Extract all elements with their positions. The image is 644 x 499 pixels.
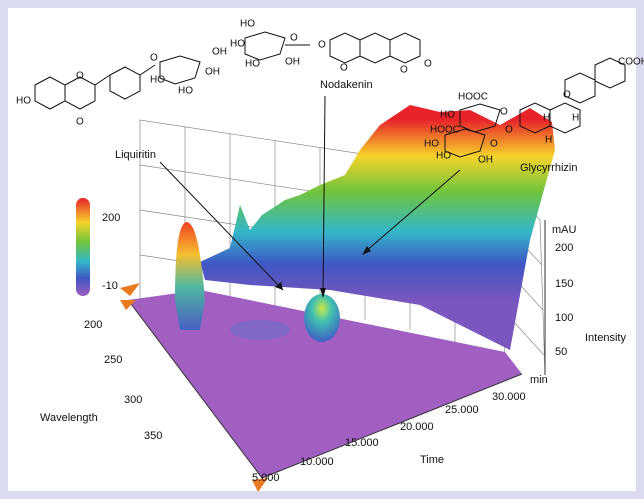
atom: OH — [285, 57, 300, 68]
tick-label: 250 — [104, 354, 122, 366]
tick-label: 50 — [555, 346, 567, 358]
atom: O — [290, 33, 298, 44]
atom: O — [563, 90, 571, 101]
atom: HO — [230, 39, 245, 50]
tick-label: 15.000 — [345, 437, 379, 449]
atom: O — [76, 117, 84, 128]
tick-label: 20.000 — [400, 421, 434, 433]
atom: HOOC — [430, 125, 460, 136]
atom: O — [340, 63, 348, 74]
compound-label: Glycyrrhizin — [520, 162, 577, 174]
atom: O — [490, 139, 498, 150]
axis-unit: min — [530, 374, 548, 386]
atom: HO — [240, 19, 255, 30]
color-bar-label: 200 — [102, 212, 120, 224]
atom: H — [543, 113, 550, 124]
tick-label: 200 — [555, 242, 573, 254]
atom: HO — [16, 96, 31, 107]
atom: HOOC — [458, 92, 488, 103]
atom: O — [500, 107, 508, 118]
peak — [304, 294, 340, 342]
axis-title: Time — [420, 454, 444, 466]
atom: HO — [440, 110, 455, 121]
atom: OH — [212, 47, 227, 58]
color-bar — [76, 198, 90, 296]
color-bar-label: -10 — [102, 280, 118, 292]
atom: HO — [245, 59, 260, 70]
atom: HO — [424, 139, 439, 150]
axis-title: Intensity — [585, 332, 626, 344]
atom: O — [400, 65, 408, 76]
atom: H — [572, 113, 579, 124]
atom: HO — [178, 86, 193, 97]
tick-label: 300 — [124, 394, 142, 406]
atom: HO — [150, 75, 165, 86]
tick-label: 350 — [144, 430, 162, 442]
tick-label: 10.000 — [300, 456, 334, 468]
tick-label: 100 — [555, 312, 573, 324]
tick-label: 25.000 — [445, 404, 479, 416]
tick-label: 200 — [84, 319, 102, 331]
atom: OH — [478, 155, 493, 166]
atom: O — [150, 53, 158, 64]
compound-label: Liquiritin — [115, 149, 156, 161]
tick-label: 30.000 — [492, 391, 526, 403]
axis-unit: mAU — [552, 224, 577, 236]
tick-label: 5.000 — [252, 472, 280, 484]
axis-title: Wavelength — [40, 412, 98, 424]
atom: O — [505, 125, 513, 136]
atom: O — [424, 59, 432, 70]
peak — [230, 320, 290, 340]
atom: HO — [436, 151, 451, 162]
atom: O — [76, 71, 84, 82]
tick-label: 150 — [555, 278, 573, 290]
atom: H — [545, 135, 552, 146]
figure: 200 -10 mAU 200 150 100 50 Intensity min… — [0, 0, 644, 499]
atom: OH — [205, 67, 220, 78]
compound-label: Nodakenin — [320, 79, 373, 91]
atom: O — [318, 40, 326, 51]
